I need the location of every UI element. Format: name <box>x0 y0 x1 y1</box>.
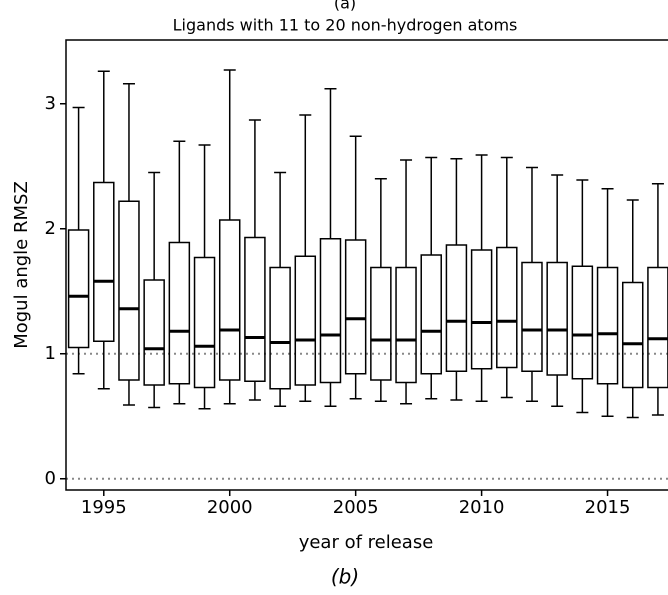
box <box>168 241 191 385</box>
chart-title: Ligands with 11 to 20 non-hydrogen atoms <box>173 16 518 35</box>
y-tick-label: 2 <box>45 218 56 239</box>
box <box>496 246 518 369</box>
box <box>571 265 594 380</box>
box <box>218 219 241 381</box>
box <box>269 266 291 390</box>
box <box>193 256 216 389</box>
box <box>370 266 392 381</box>
panel-label: (a) <box>334 0 356 13</box>
box <box>647 266 668 389</box>
y-axis-label: Mogul angle RMSZ <box>11 181 32 349</box>
caption: (b) <box>331 565 359 589</box>
box <box>344 239 367 375</box>
box <box>445 244 468 372</box>
box <box>395 266 417 384</box>
box <box>118 200 140 381</box>
box <box>546 261 568 376</box>
box <box>143 279 165 386</box>
x-tick-label: 2015 <box>585 497 631 518</box>
x-tick-label: 2010 <box>459 497 505 518</box>
y-tick-label: 0 <box>45 468 56 489</box>
box <box>621 281 644 389</box>
x-axis-label: year of release <box>299 532 434 553</box>
box <box>93 181 115 342</box>
x-tick-label: 2000 <box>207 497 253 518</box>
box <box>294 255 317 386</box>
box <box>596 266 619 385</box>
box <box>244 236 266 382</box>
y-tick-label: 3 <box>45 93 56 114</box>
plot-frame <box>65 39 668 491</box>
x-tick-label: 1995 <box>81 497 127 518</box>
box <box>319 238 342 384</box>
box <box>67 229 90 349</box>
box <box>470 249 493 370</box>
x-tick-label: 2005 <box>333 497 379 518</box>
box <box>420 254 442 375</box>
box <box>521 261 543 372</box>
y-tick-label: 1 <box>45 343 56 364</box>
